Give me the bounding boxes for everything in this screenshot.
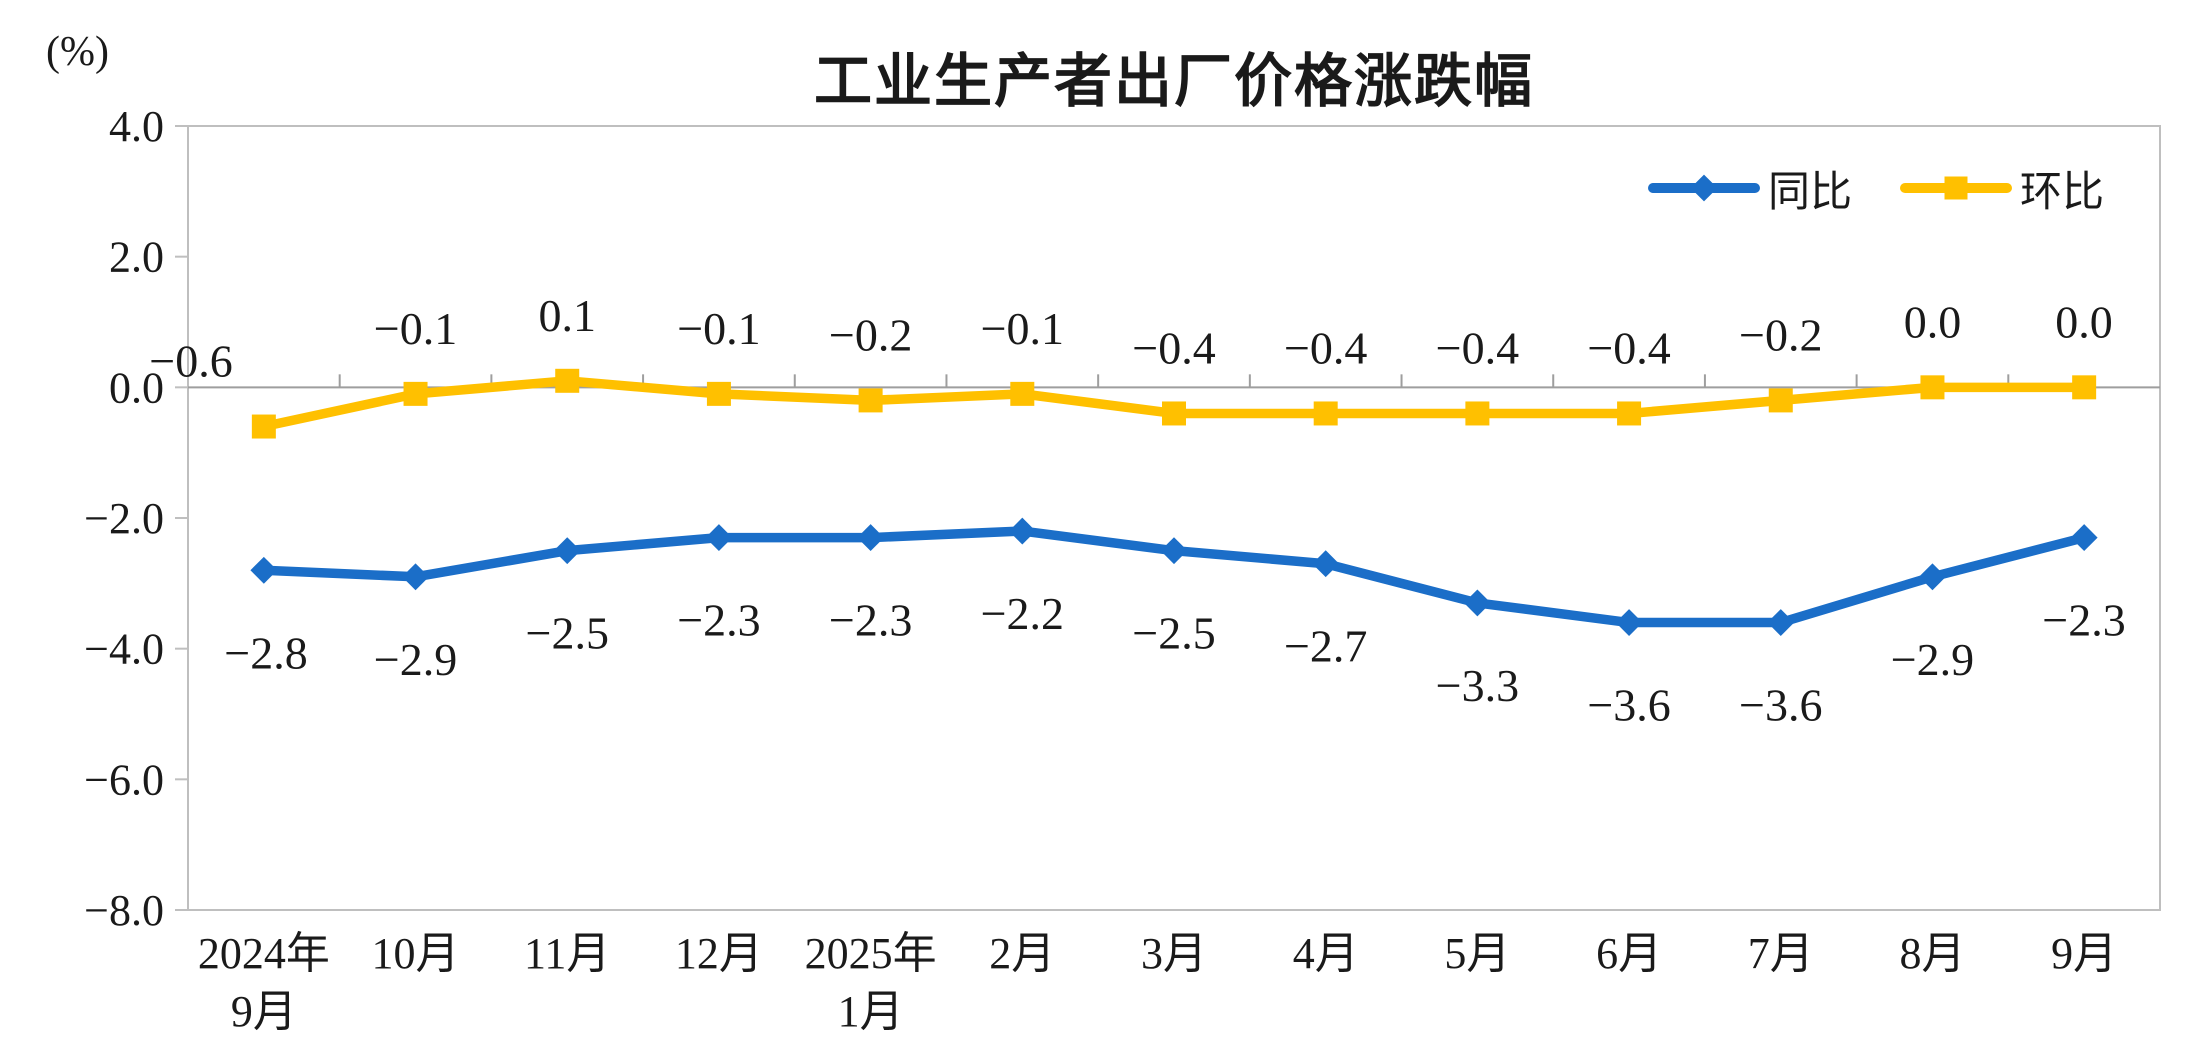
y-axis-tick-label: −6.0	[84, 755, 164, 804]
data-label-mom: 0.0	[2055, 296, 2113, 347]
data-label-mom: −0.1	[677, 303, 760, 354]
data-label-yoy: −3.6	[1587, 680, 1670, 731]
data-label-yoy: −2.5	[1132, 608, 1215, 659]
data-label-yoy: −2.8	[224, 627, 307, 678]
data-point-marker-mom	[1768, 388, 1793, 413]
x-axis-tick-label: 3月	[1141, 929, 1207, 978]
legend-label-yoy: 同比	[1768, 169, 1853, 216]
data-point-marker-yoy	[705, 524, 733, 552]
data-point-marker-mom	[858, 388, 883, 413]
data-label-yoy: −2.5	[526, 608, 609, 659]
data-label-mom: 0.1	[538, 290, 596, 341]
y-axis-tick-label: 0.0	[109, 363, 164, 412]
y-axis-tick-label: 2.0	[109, 233, 164, 282]
data-point-marker-yoy	[1008, 517, 1036, 545]
data-label-mom: −0.2	[1739, 309, 1822, 360]
data-label-yoy: −3.3	[1436, 660, 1519, 711]
x-axis-tick-label: 12月	[675, 929, 763, 978]
data-point-marker-yoy	[1463, 589, 1491, 617]
x-axis-tick-label-line2: 9月	[231, 987, 297, 1036]
y-axis-tick-label: −2.0	[84, 494, 164, 543]
data-point-marker-yoy	[250, 556, 278, 584]
data-label-yoy: −2.9	[1891, 634, 1974, 685]
data-label-yoy: −2.2	[981, 588, 1064, 639]
data-point-marker-mom	[251, 414, 276, 439]
data-label-mom: −0.6	[149, 336, 232, 387]
square-marker-icon	[1944, 176, 1968, 200]
data-label-mom: −0.4	[1587, 322, 1670, 373]
data-label-mom: 0.0	[1904, 296, 1962, 347]
y-axis-unit-label: (%)	[46, 29, 109, 75]
x-axis-tick-label: 7月	[1748, 929, 1814, 978]
data-point-marker-mom	[706, 381, 731, 406]
data-label-mom: −0.2	[829, 309, 912, 360]
x-axis-tick-label: 8月	[1899, 929, 1965, 978]
data-point-marker-yoy	[553, 537, 581, 565]
data-label-mom: −0.1	[374, 303, 457, 354]
data-point-marker-mom	[555, 368, 580, 393]
y-axis-tick-label: −8.0	[84, 886, 164, 935]
data-point-marker-yoy	[857, 524, 885, 552]
x-axis-tick-label: 11月	[524, 929, 610, 978]
data-point-marker-yoy	[1312, 550, 1340, 578]
data-point-marker-yoy	[1615, 609, 1643, 636]
x-axis-tick-label: 6月	[1596, 929, 1662, 978]
data-point-marker-mom	[1010, 381, 1035, 406]
data-point-marker-mom	[2072, 375, 2097, 400]
data-label-yoy: −2.3	[677, 595, 760, 646]
chart-title: 工业生产者出厂价格涨跌幅	[813, 49, 1534, 114]
legend-item-yoy: 同比	[1648, 158, 1852, 219]
data-label-mom: −0.4	[1436, 322, 1519, 373]
x-axis-tick-label: 4月	[1293, 929, 1359, 978]
yoy-line-icon	[1648, 174, 1760, 202]
diamond-marker-icon	[1690, 174, 1718, 202]
x-axis-tick-label: 9月	[2051, 929, 2117, 978]
x-axis-tick-label: 2月	[989, 929, 1055, 978]
x-axis-tick-label-line2: 1月	[838, 987, 904, 1036]
data-point-marker-mom	[1313, 401, 1338, 426]
data-point-marker-mom	[1162, 401, 1186, 426]
data-point-marker-yoy	[1919, 563, 1946, 591]
data-label-mom: −0.1	[981, 303, 1064, 354]
data-label-mom: −0.4	[1132, 322, 1215, 373]
legend-label-mom: 环比	[2020, 169, 2105, 216]
x-axis-tick-label: 5月	[1444, 929, 1510, 978]
data-label-yoy: −2.9	[374, 634, 457, 685]
data-point-marker-mom	[403, 381, 428, 406]
x-axis-tick-label: 10月	[372, 929, 460, 978]
x-axis-tick-label: 2024年	[198, 929, 330, 978]
data-label-yoy: −2.3	[829, 595, 912, 646]
y-axis-tick-label: −4.0	[84, 625, 164, 674]
data-label-yoy: −3.6	[1739, 680, 1822, 731]
data-point-marker-yoy	[1767, 609, 1795, 636]
data-point-marker-yoy	[402, 563, 429, 591]
data-point-marker-mom	[1465, 401, 1490, 426]
data-label-yoy: −2.7	[1284, 621, 1367, 672]
mom-line-icon	[1900, 176, 2013, 200]
plot-border	[187, 125, 2161, 911]
data-point-marker-mom	[1617, 401, 1642, 426]
data-label-mom: −0.4	[1284, 322, 1367, 373]
legend-item-mom: 环比	[1900, 158, 2104, 219]
data-point-marker-mom	[1920, 375, 1945, 400]
y-axis-tick-label: 4.0	[109, 102, 164, 151]
legend: 同比 环比	[1648, 160, 2104, 216]
x-axis-tick-label: 2025年	[805, 929, 937, 978]
data-point-marker-yoy	[1160, 537, 1188, 565]
data-point-marker-yoy	[2070, 524, 2098, 552]
data-label-yoy: −2.3	[2042, 595, 2125, 646]
